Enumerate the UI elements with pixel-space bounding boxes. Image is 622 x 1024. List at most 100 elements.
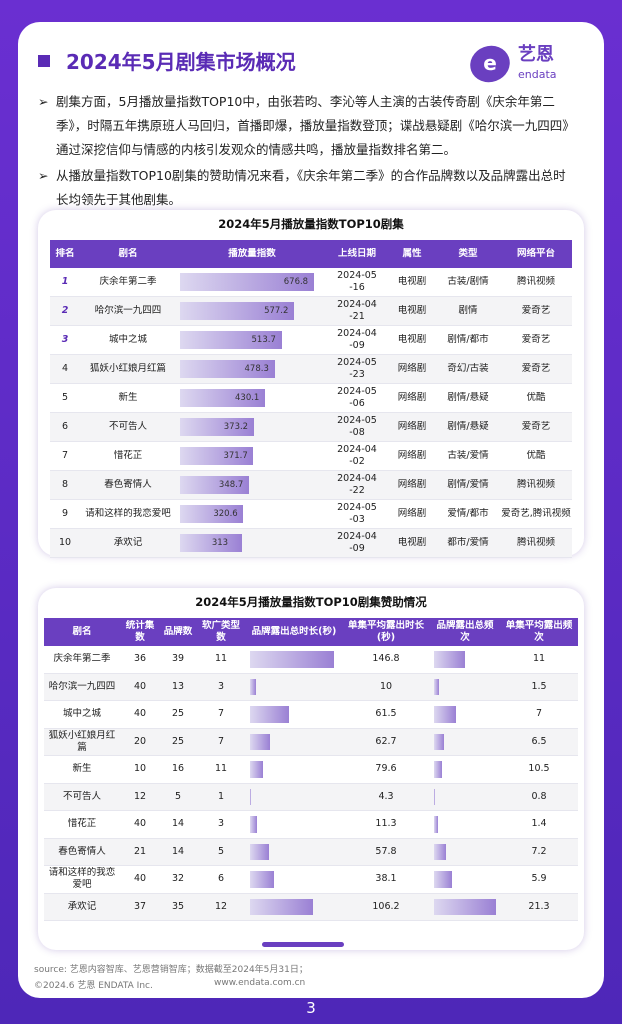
cell: 6 <box>217 873 225 885</box>
cell: 20 <box>133 735 147 747</box>
cell: 电视剧 <box>397 334 427 345</box>
table-row: 4 狐妖小红娘月红篇 478.3 2024-05-23 网络剧 奇幻/古装 爱奇艺 <box>50 355 572 384</box>
bar-cell <box>246 701 342 728</box>
table-row: 不可告人 12 5 1 4.3 0.8 <box>44 783 578 811</box>
cell: 14 <box>171 845 185 857</box>
bar-cell <box>430 756 500 783</box>
cell: 爱奇艺 <box>521 363 551 374</box>
header-row: 剧名 统计集数 品牌数 软广类型数 品牌露出总时长(秒) 单集平均露出时长(秒) 品牌露出总… <box>44 618 578 646</box>
cell: 79.6 <box>375 763 397 775</box>
cell: 10.5 <box>528 763 550 775</box>
cell: 7 <box>535 708 543 720</box>
cell: 网络剧 <box>397 508 427 519</box>
bar-value: 577.2 <box>264 306 289 316</box>
cell: 5 <box>174 790 182 802</box>
cell: 承欢记 <box>113 537 143 548</box>
cell: 35 <box>171 900 185 912</box>
cell: 2024-04-09 <box>337 328 377 351</box>
cell: 11 <box>214 653 228 665</box>
bar <box>434 843 446 860</box>
bar-cell <box>430 674 500 701</box>
table-row: 狐妖小红娘月红篇 20 25 7 62.7 6.5 <box>44 728 578 756</box>
cell: 电视剧 <box>397 305 427 316</box>
website: www.endata.com.cn <box>214 978 306 988</box>
bullet: 剧集方面，5月播放量指数TOP10中，由张若昀、李沁等人主演的古装传奇剧《庆余年… <box>38 90 578 162</box>
bar-cell: 313 <box>176 529 328 557</box>
cell: 春色寄情人 <box>58 845 106 857</box>
cell: 腾讯视频 <box>516 276 555 287</box>
cell: 5 <box>61 392 69 403</box>
cell: 惜花芷 <box>113 450 143 461</box>
bar <box>434 871 453 888</box>
column-header: 品牌露出总时长(秒) <box>251 626 337 637</box>
cell: 2024-04-21 <box>337 299 377 322</box>
table-row: 7 惜花芷 371.7 2024-04-02 网络剧 古装/爱情 优酷 <box>50 442 572 471</box>
cell: 14 <box>171 818 185 830</box>
cell: 3 <box>61 334 69 345</box>
cell: 狐妖小红娘月红篇 <box>48 729 116 753</box>
bar <box>250 761 263 778</box>
cell: 庆余年第二季 <box>53 653 111 665</box>
table-row: 6 不可告人 373.2 2024-05-08 网络剧 剧情/悬疑 爱奇艺 <box>50 413 572 442</box>
cell: 1 <box>61 276 69 287</box>
cell: 25 <box>171 708 185 720</box>
bar-cell <box>430 646 500 673</box>
bar-cell <box>246 811 342 838</box>
bar-cell <box>246 756 342 783</box>
bar-cell: 320.6 <box>176 500 328 528</box>
bar-cell <box>246 839 342 866</box>
cell: 城中之城 <box>108 334 147 345</box>
bar-cell <box>430 729 500 756</box>
cell: 古装/剧情 <box>447 276 489 287</box>
table-row: 春色寄情人 21 14 5 57.8 7.2 <box>44 838 578 866</box>
logo: e 艺恩 endata <box>470 43 557 83</box>
cell: 2024-05-03 <box>337 502 377 525</box>
column-header: 软广类型数 <box>201 620 240 643</box>
bar <box>434 678 439 695</box>
bar-cell <box>430 894 500 921</box>
column-header: 剧名 <box>118 248 138 259</box>
cell: 请和这样的我恋爱吧 <box>48 867 116 891</box>
cell: 5.9 <box>531 873 547 885</box>
bar-cell <box>246 729 342 756</box>
cell: 10 <box>379 680 393 692</box>
table-row: 城中之城 40 25 7 61.5 7 <box>44 701 578 729</box>
column-header: 品牌露出总频次 <box>436 620 494 643</box>
cell: 春色寄情人 <box>104 479 152 490</box>
table-row: 新生 10 16 11 79.6 10.5 <box>44 756 578 784</box>
cell: 城中之城 <box>62 708 101 720</box>
cell: 不可告人 <box>108 421 147 432</box>
bar <box>434 898 496 915</box>
column-header: 品牌数 <box>163 626 193 637</box>
cell: 3 <box>217 680 225 692</box>
cell: 16 <box>171 763 185 775</box>
cell: 10 <box>133 763 147 775</box>
table-row: 10 承欢记 313 2024-04-09 电视剧 都市/爱情 腾讯视频 <box>50 529 572 558</box>
bar-value: 478.3 <box>244 364 269 374</box>
cell: 网络剧 <box>397 363 427 374</box>
cell: 2024-04-22 <box>337 473 377 496</box>
table-title: 2024年5月播放量指数TOP10剧集 <box>218 217 404 231</box>
bar <box>250 898 313 915</box>
cell: 11 <box>532 653 546 665</box>
bullet: 从播放量指数TOP10剧集的赞助情况来看，《庆余年第二季》的合作品牌数以及品牌露… <box>38 164 578 212</box>
bar-cell <box>430 839 500 866</box>
bar <box>434 733 445 750</box>
divider <box>262 942 344 947</box>
bar-cell: 348.7 <box>176 471 328 499</box>
cell: 40 <box>133 708 147 720</box>
cell: 2024-04-02 <box>337 444 377 467</box>
bar-cell <box>430 701 500 728</box>
cell: 39 <box>171 653 185 665</box>
cell: 2024-05-08 <box>337 415 377 438</box>
column-header: 单集平均露出频次 <box>505 620 573 643</box>
bar <box>180 389 265 407</box>
cell: 剧情 <box>458 305 478 316</box>
cell: 37 <box>133 900 147 912</box>
copyright: ©2024.6 艺恩 ENDATA Inc. <box>34 981 153 991</box>
bar <box>250 733 271 750</box>
bar-value: 371.7 <box>223 451 248 461</box>
table-row: 1 庆余年第二季 676.8 2024-05-16 电视剧 古装/剧情 腾讯视频 <box>50 268 572 297</box>
cell: 7.2 <box>531 845 547 857</box>
cell: 40 <box>133 680 147 692</box>
